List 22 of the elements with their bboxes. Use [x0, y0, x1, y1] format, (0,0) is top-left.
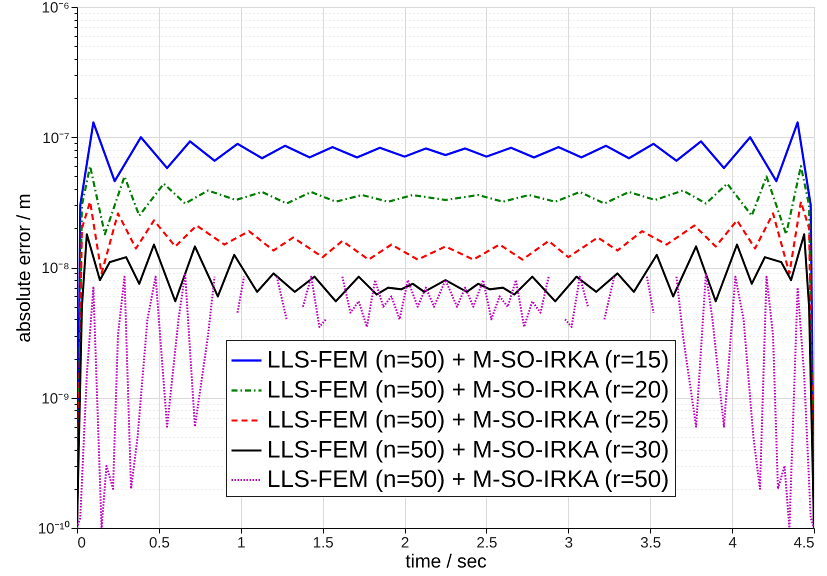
x-tick-label: 2.5 [476, 534, 498, 552]
legend-label: LLS-FEM (n=50) + M-SO-IRKA (r=15) [267, 346, 670, 374]
y-tick-label: 10⁻⁸ [41, 260, 70, 277]
legend-label: LLS-FEM (n=50) + M-SO-IRKA (r=50) [267, 466, 670, 493]
x-tick-label: 0.5 [148, 534, 170, 552]
y-tick-label: 10⁻⁷ [42, 130, 70, 147]
y-tick-label: 10⁻¹⁰ [38, 520, 70, 538]
legend-label: LLS-FEM (n=50) + M-SO-IRKA (r=20) [267, 376, 670, 404]
x-tick-label: 3 [564, 534, 574, 552]
y-tick-label: 10⁻⁶ [42, 0, 70, 16]
legend-label: LLS-FEM (n=50) + M-SO-IRKA (r=30) [267, 436, 670, 464]
x-axis-title: time / sec [405, 552, 487, 572]
x-tick-label: 4.5 [794, 534, 814, 552]
x-tick-label: 3.5 [640, 534, 662, 552]
y-tick-label: 10⁻⁹ [41, 390, 70, 408]
y-axis-title: absolute error / m [14, 194, 35, 342]
x-tick-label: 4 [728, 534, 737, 552]
x-tick-label: 2 [400, 534, 410, 552]
legend-label: LLS-FEM (n=50) + M-SO-IRKA (r=25) [267, 406, 670, 434]
x-tick-label: 0 [78, 534, 86, 552]
x-tick-label: 1 [237, 534, 246, 552]
x-tick-label: 1.5 [312, 534, 334, 552]
